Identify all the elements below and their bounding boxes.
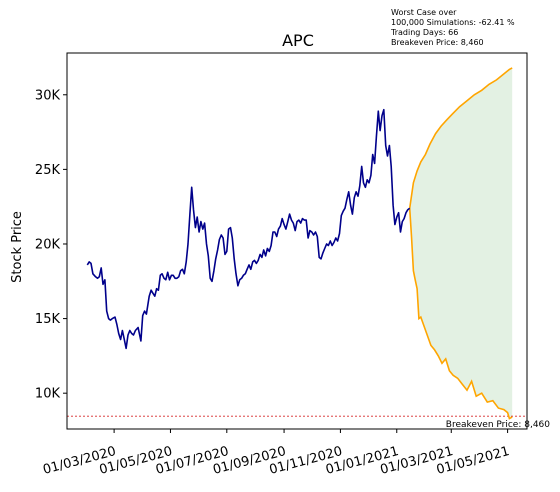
price-history-line bbox=[86, 108, 411, 350]
best-case-line bbox=[408, 67, 513, 209]
plot-area bbox=[67, 67, 527, 420]
summary-line-2: 100,000 Simulations: -62.41 % bbox=[391, 18, 515, 27]
summary-line-3: Trading Days: 66 bbox=[391, 28, 459, 37]
y-axis-label: Stock Price bbox=[10, 211, 25, 283]
y-tick-label: 15K bbox=[35, 312, 61, 327]
chart-title: APC bbox=[282, 31, 314, 50]
y-tick-label: 25K bbox=[35, 163, 61, 178]
plot-frame bbox=[66, 52, 528, 430]
y-tick-label: 30K bbox=[35, 88, 61, 103]
summary-line-1: Worst Case over bbox=[391, 8, 457, 17]
simulation-range-fill bbox=[409, 67, 513, 419]
y-tick-label: 10K bbox=[35, 387, 61, 402]
y-tick-label: 20K bbox=[35, 237, 61, 252]
simulation-summary: Worst Case over 100,000 Simulations: -62… bbox=[391, 8, 515, 48]
worst-case-line bbox=[408, 208, 513, 420]
summary-line-4: Breakeven Price: 8,460 bbox=[391, 38, 484, 47]
breakeven-label: Breakeven Price: 8,460 bbox=[446, 420, 550, 430]
